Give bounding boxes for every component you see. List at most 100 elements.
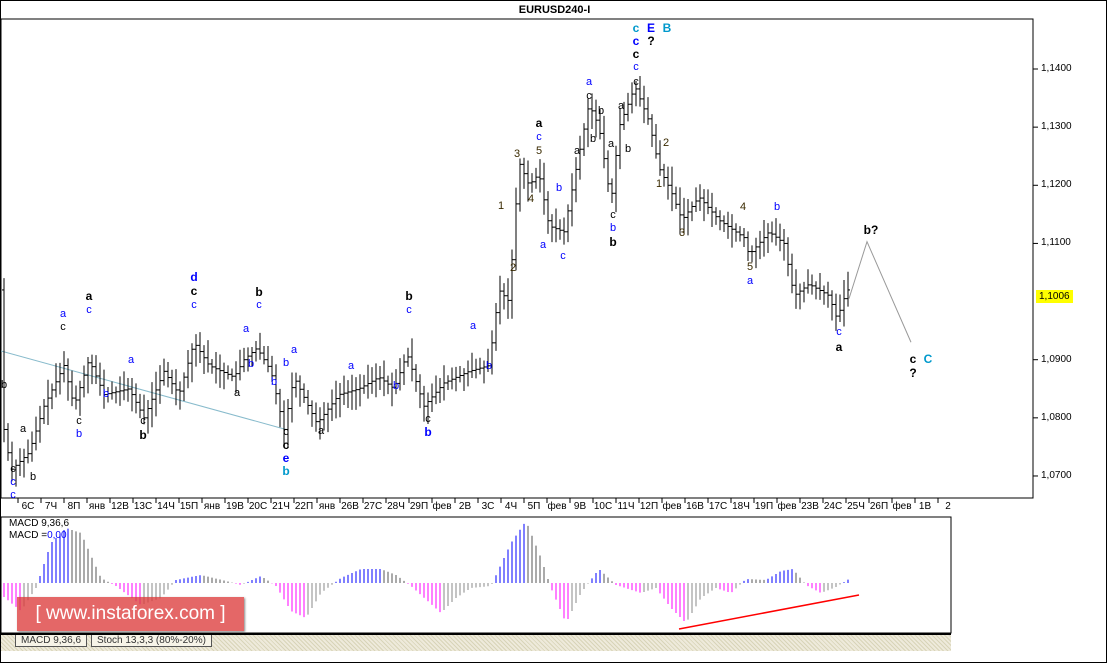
wave-label: a bbox=[539, 239, 547, 251]
time-axis-label: 24С bbox=[823, 501, 843, 512]
wave-label: a bbox=[469, 320, 477, 332]
tab-stoch[interactable]: Stoch 13,3,3 (80%-20%) bbox=[91, 635, 212, 647]
wave-label: C bbox=[923, 352, 933, 366]
time-axis-label: 3С bbox=[481, 501, 495, 512]
current-price-label: 1,1006 bbox=[1036, 290, 1073, 303]
time-axis-label: фев bbox=[662, 501, 682, 512]
forecast-path bbox=[848, 240, 912, 343]
time-axis-label: янв bbox=[88, 501, 106, 512]
wave-label: a bbox=[347, 360, 355, 372]
tab-macd[interactable]: MACD 9,36,6 bbox=[15, 635, 88, 647]
macd-divergence-line bbox=[678, 594, 860, 630]
time-axis-label: 2В bbox=[458, 501, 472, 512]
wave-label: c bbox=[86, 304, 92, 316]
wave-label: 3 bbox=[678, 227, 686, 239]
wave-label: a bbox=[59, 308, 67, 320]
time-axis-label: фев bbox=[547, 501, 567, 512]
time-axis-label: 16В bbox=[686, 501, 704, 512]
wave-label: b bbox=[392, 380, 400, 392]
price-axis-label: 1,1200 bbox=[1041, 179, 1072, 191]
time-axis-label: 4Ч bbox=[504, 501, 518, 512]
wave-label: c bbox=[909, 352, 917, 366]
time-axis-label: 8П bbox=[67, 501, 81, 512]
wave-label: 4 bbox=[527, 193, 535, 205]
time-axis-label: 20С bbox=[248, 501, 268, 512]
wave-label: c bbox=[560, 250, 566, 262]
time-axis-label: 18Ч bbox=[732, 501, 750, 512]
time-axis-label: янв bbox=[203, 501, 221, 512]
time-axis-label: 21Ч bbox=[272, 501, 290, 512]
time-axis-label: 2 bbox=[945, 501, 951, 512]
indicator-tab-strip bbox=[1, 633, 951, 651]
macd-value-row: MACD =0,00 bbox=[9, 530, 69, 542]
wave-label: a bbox=[290, 344, 298, 356]
time-axis-label: 12В bbox=[111, 501, 129, 512]
wave-label: b bbox=[609, 222, 617, 234]
wave-label: b bbox=[405, 289, 413, 303]
wave-label: b bbox=[29, 471, 37, 483]
time-axis-label: 1В bbox=[918, 501, 932, 512]
wave-label: c bbox=[256, 299, 262, 311]
wave-label: a bbox=[85, 289, 93, 303]
price-axis-label: 1,0900 bbox=[1041, 353, 1072, 365]
time-axis-label: фев bbox=[777, 501, 797, 512]
time-axis-label: 19П bbox=[754, 501, 774, 512]
wave-label: b bbox=[589, 133, 597, 145]
wave-label: c bbox=[283, 426, 289, 438]
macd-info: MACD 9,36,6 MACD =0,00 bbox=[9, 518, 69, 542]
trend-line bbox=[1, 350, 287, 430]
wave-label: a bbox=[127, 354, 135, 366]
time-axis-label: 15П bbox=[179, 501, 199, 512]
price-axis-label: 1,1400 bbox=[1041, 63, 1072, 74]
time-axis-label: 26П bbox=[869, 501, 889, 512]
time-axis-label: фев bbox=[432, 501, 452, 512]
wave-label: b bbox=[609, 235, 617, 249]
wave-label: c bbox=[632, 21, 640, 35]
time-axis-label: 27С bbox=[363, 501, 383, 512]
price-axis-label: 1,1300 bbox=[1041, 121, 1072, 133]
wave-label: c bbox=[632, 34, 640, 48]
wave-label: b bbox=[270, 376, 278, 388]
wave-label: 3 bbox=[513, 148, 521, 160]
wave-label: c bbox=[10, 476, 16, 488]
time-axis-label: 12П bbox=[639, 501, 659, 512]
wave-label: c bbox=[425, 413, 431, 425]
wave-label: 1 bbox=[497, 200, 505, 212]
wave-label: b bbox=[282, 464, 290, 478]
wave-label: b bbox=[0, 379, 8, 391]
time-axis-label: 19В bbox=[226, 501, 244, 512]
wave-label: b bbox=[485, 360, 493, 372]
wave-label: c bbox=[76, 415, 82, 427]
wave-label: c bbox=[836, 326, 842, 338]
watermark-logo: [ www.instaforex.com ] bbox=[17, 597, 244, 631]
wave-label: a bbox=[317, 425, 325, 437]
wave-label: c bbox=[140, 415, 146, 427]
time-axis-label: 11Ч bbox=[617, 501, 635, 512]
wave-label: 2 bbox=[662, 137, 670, 149]
wave-label: a bbox=[617, 100, 625, 112]
macd-params: MACD 9,36,6 bbox=[9, 518, 70, 529]
price-axis-label: 1,0800 bbox=[1041, 411, 1072, 423]
time-axis-label: 29П bbox=[409, 501, 429, 512]
time-axis-label: 14Ч bbox=[157, 501, 175, 512]
wave-label: c bbox=[610, 209, 616, 221]
wave-label: c bbox=[282, 438, 290, 452]
time-axis-label: янв bbox=[318, 501, 336, 512]
wave-label: c bbox=[633, 76, 639, 88]
wave-label: d bbox=[190, 270, 198, 284]
wave-label: 4 bbox=[739, 201, 747, 213]
wave-label: 5 bbox=[746, 261, 754, 273]
time-axis-label: 22П bbox=[294, 501, 314, 512]
time-axis-label: 9В bbox=[573, 501, 587, 512]
wave-label: c bbox=[10, 489, 16, 501]
wave-label: a bbox=[242, 323, 250, 335]
wave-label: b bbox=[624, 143, 632, 155]
wave-label: a bbox=[573, 145, 581, 157]
time-axis-label: 23В bbox=[801, 501, 819, 512]
wave-label: b? bbox=[863, 223, 879, 237]
wave-label: a bbox=[746, 275, 754, 287]
price-axis-label: 1,0700 bbox=[1041, 469, 1072, 481]
macd-value: 0,00 bbox=[47, 530, 67, 541]
wave-label: ? bbox=[909, 366, 917, 380]
